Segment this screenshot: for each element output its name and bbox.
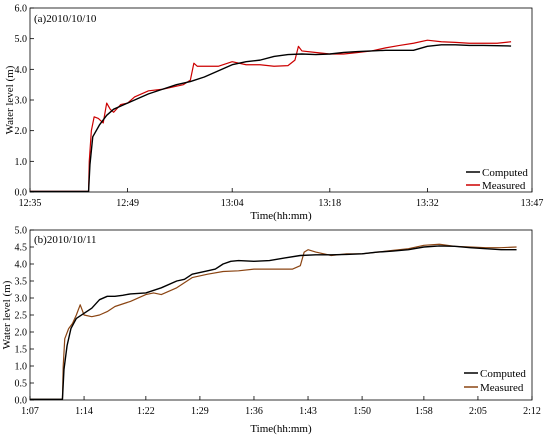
- panel-b-ytick-label: 2.5: [15, 311, 28, 322]
- legend-a-computed-label: Computed: [482, 167, 528, 179]
- panel-b-series: [30, 243, 517, 401]
- panel-a-xtick-label: 13:32: [416, 198, 439, 209]
- panel-a-ylabel: Water level (m): [4, 65, 16, 134]
- panel-b-ytick-label: 1.0: [15, 362, 28, 373]
- panel-a-ytick-label: 5.0: [15, 34, 28, 45]
- panel-b-label: (b)2010/10/11: [34, 234, 97, 246]
- panel-a-plot-frame: [29, 7, 533, 193]
- panel-b: 0.0 0.5 1.0 1.5 2.0 2.5 3.0 3.5 4.0 4.5 5.0 1:07 1:1…: [1, 226, 541, 436]
- panel-a-xtick-label: 12:49: [116, 198, 139, 209]
- legend-a-measured-label: Measured: [482, 180, 526, 192]
- panel-a: 0.0 1.0 2.0 3.0 4.0 5.0 6.0 12:35 12:49 13:04 13:1…: [4, 4, 543, 223]
- panel-a-label: (a)2010/10/10: [34, 13, 97, 25]
- panel-a-ytick-label: 0.0: [15, 188, 28, 199]
- panel-b-series-computed: [30, 245, 517, 401]
- panel-a-ytick-label: 3.0: [15, 96, 28, 107]
- panel-b-ticks: 0.0 0.5 1.0 1.5 2.0 2.5 3.0 3.5 4.0 4.5 5.0 1:07 1:1…: [15, 226, 541, 418]
- panel-b-xtick-label: 2:05: [469, 406, 487, 417]
- panel-b-xtick-label: 1:58: [415, 406, 433, 417]
- panel-b-ytick-label: 5.0: [15, 226, 28, 237]
- panel-a-ytick-label: 1.0: [15, 157, 28, 168]
- panel-b-xtick-label: 1:07: [21, 406, 39, 417]
- legend-b-computed-label: Computed: [480, 368, 526, 380]
- panel-a-series-computed: [30, 44, 512, 193]
- panel-a-xtick-label: 13:04: [221, 198, 244, 209]
- panel-b-ytick-label: 3.5: [15, 277, 28, 288]
- panel-a-ytick-label: 2.0: [15, 126, 28, 137]
- panel-a-xlabel: Time(hh:mm): [250, 210, 312, 222]
- panel-b-xlabel: Time(hh:mm): [250, 423, 312, 435]
- panel-b-ytick-label: 0.0: [15, 396, 28, 407]
- panel-b-xtick-label: 1:22: [137, 406, 155, 417]
- panel-b-xtick-label: 2:12: [523, 406, 541, 417]
- panel-b-ytick-label: 2.0: [15, 328, 28, 339]
- panel-b-xtick-label: 1:36: [245, 406, 263, 417]
- panel-b-ytick-label: 3.0: [15, 294, 28, 305]
- panel-a-ticks: 0.0 1.0 2.0 3.0 4.0 5.0 6.0 12:35 12:49 13:04 13:1…: [15, 4, 544, 210]
- panel-b-legend: Computed Measured: [464, 368, 526, 394]
- panel-b-ytick-label: 4.5: [15, 243, 28, 254]
- legend-b-measured-label: Measured: [480, 382, 524, 394]
- panel-a-xtick-label: 13:18: [318, 198, 341, 209]
- panel-b-ytick-label: 0.5: [15, 379, 28, 390]
- panel-b-xtick-label: 1:29: [191, 406, 209, 417]
- panel-b-series-measured: [30, 243, 517, 400]
- panel-a-ytick-label: 4.0: [15, 65, 28, 76]
- panel-b-plot-frame: [29, 229, 533, 401]
- panel-a-ytick-label: 6.0: [15, 4, 28, 15]
- panel-b-ylabel: Water level (m): [1, 280, 13, 349]
- panel-b-ytick-label: 1.5: [15, 345, 28, 356]
- panel-b-xtick-label: 1:14: [75, 406, 93, 417]
- panel-a-xtick-label: 13:47: [521, 198, 544, 209]
- panel-a-legend: Computed Measured: [466, 167, 528, 192]
- panel-a-series-measured: [30, 39, 512, 192]
- panel-b-xtick-label: 1:50: [353, 406, 371, 417]
- panel-b-ytick-label: 4.0: [15, 260, 28, 271]
- panel-b-xtick-label: 1:43: [299, 406, 317, 417]
- panel-a-series: [30, 39, 512, 193]
- panel-a-xtick-label: 12:35: [19, 198, 42, 209]
